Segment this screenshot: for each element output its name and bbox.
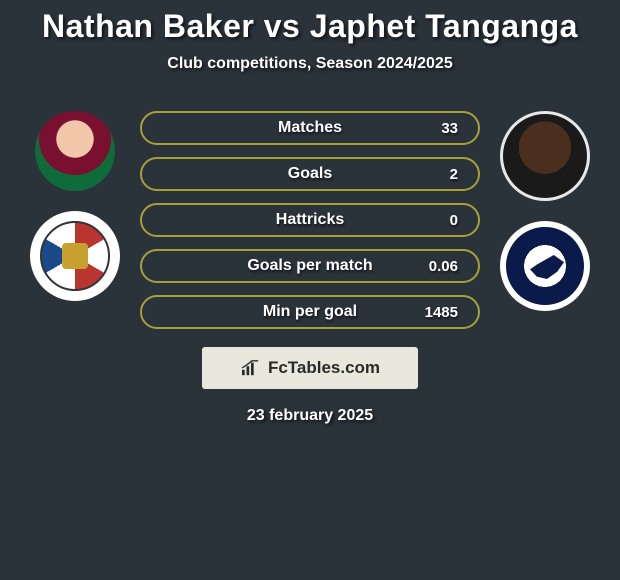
stat-label: Hattricks: [276, 211, 344, 229]
left-club-crest: [30, 211, 120, 301]
stat-label: Goals per match: [247, 257, 372, 275]
right-column: [490, 111, 600, 311]
stat-right-value: 1485: [425, 304, 458, 321]
stat-right-value: 33: [441, 120, 458, 137]
millwall-crest-icon: [506, 227, 584, 305]
source-text: FcTables.com: [268, 358, 380, 378]
main-row: Matches 33 Goals 2 Hattricks 0: [0, 111, 620, 329]
right-club-crest: [500, 221, 590, 311]
comparison-card: Nathan Baker vs Japhet Tanganga Club com…: [0, 0, 620, 425]
date-label: 23 february 2025: [0, 407, 620, 425]
source-badge: FcTables.com: [202, 347, 418, 389]
bristol-city-crest-icon: [40, 221, 110, 291]
stat-list: Matches 33 Goals 2 Hattricks 0: [140, 111, 480, 329]
stat-row-goals: Goals 2: [140, 157, 480, 191]
stat-row-goals-per-match: Goals per match 0.06: [140, 249, 480, 283]
stat-row-min-per-goal: Min per goal 1485: [140, 295, 480, 329]
stat-label: Matches: [278, 119, 342, 137]
stat-label: Min per goal: [263, 303, 357, 321]
stat-label: Goals: [288, 165, 332, 183]
left-column: [20, 111, 130, 301]
stat-row-hattricks: Hattricks 0: [140, 203, 480, 237]
bar-chart-icon: [240, 359, 262, 377]
subtitle: Club competitions, Season 2024/2025: [0, 55, 620, 73]
right-player-avatar: [500, 111, 590, 201]
stat-right-value: 2: [450, 166, 458, 183]
stat-right-value: 0: [450, 212, 458, 229]
stat-right-value: 0.06: [429, 258, 458, 275]
page-title: Nathan Baker vs Japhet Tanganga: [0, 8, 620, 45]
stat-row-matches: Matches 33: [140, 111, 480, 145]
left-player-avatar: [35, 111, 115, 191]
